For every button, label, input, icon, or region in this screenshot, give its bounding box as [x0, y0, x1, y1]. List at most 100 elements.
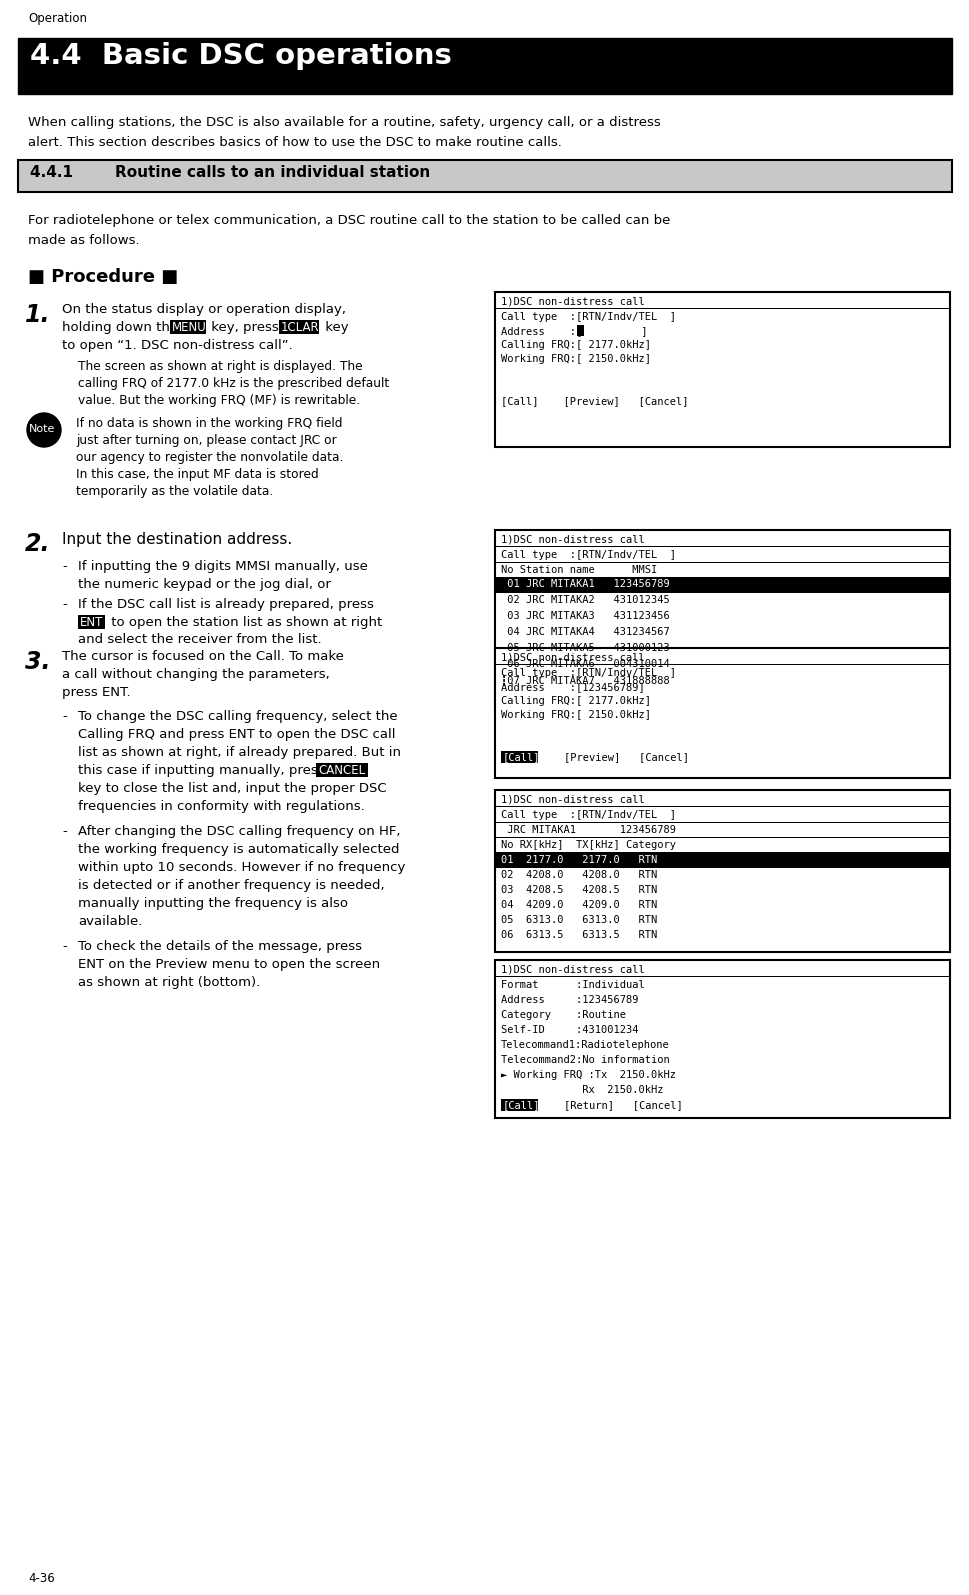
Text: If inputting the 9 digits MMSI manually, use: If inputting the 9 digits MMSI manually,…: [78, 560, 367, 573]
Text: Working FRQ:[ 2150.0kHz]: Working FRQ:[ 2150.0kHz]: [500, 710, 650, 719]
Text: Calling FRQ and press ENT to open the DSC call: Calling FRQ and press ENT to open the DS…: [78, 727, 395, 742]
Text: 06 JRC MITAKA6   004310014: 06 JRC MITAKA6 004310014: [500, 659, 669, 668]
Bar: [316, 762, 367, 777]
Text: this case if inputting manually, press: this case if inputting manually, press: [78, 764, 328, 777]
Text: 02 JRC MITAKA2   431012345: 02 JRC MITAKA2 431012345: [500, 595, 669, 605]
Text: JRC MITAKA1       123456789: JRC MITAKA1 123456789: [500, 825, 675, 836]
Text: Address     :123456789: Address :123456789: [500, 995, 638, 1005]
Text: within upto 10 seconds. However if no frequency: within upto 10 seconds. However if no fr…: [78, 861, 405, 874]
Text: a call without changing the parameters,: a call without changing the parameters,: [62, 668, 329, 681]
Text: value. But the working FRQ (MF) is rewritable.: value. But the working FRQ (MF) is rewri…: [78, 394, 359, 407]
Bar: [18, 38, 951, 94]
Text: 02  4208.0   4208.0   RTN: 02 4208.0 4208.0 RTN: [500, 869, 657, 880]
Bar: [494, 853, 949, 868]
Text: CANCEL: CANCEL: [318, 764, 364, 777]
Text: 1)DSC non-distress call: 1)DSC non-distress call: [500, 794, 644, 804]
Text: 4.4.1        Routine calls to an individual station: 4.4.1 Routine calls to an individual sta…: [30, 164, 430, 180]
Text: holding down the: holding down the: [62, 321, 182, 333]
Text: -: -: [62, 598, 67, 611]
Text: Call type  :[RTN/Indv/TEL  ]: Call type :[RTN/Indv/TEL ]: [500, 313, 675, 322]
Text: ENT on the Preview menu to open the screen: ENT on the Preview menu to open the scre…: [78, 959, 380, 971]
Text: alert. This section describes basics of how to use the DSC to make routine calls: alert. This section describes basics of …: [28, 136, 561, 148]
Text: the working frequency is automatically selected: the working frequency is automatically s…: [78, 844, 399, 857]
Text: list as shown at right, if already prepared. But in: list as shown at right, if already prepa…: [78, 746, 400, 759]
Text: key: key: [321, 321, 348, 333]
Bar: [78, 616, 105, 628]
Text: Call type  :[RTN/Indv/TEL  ]: Call type :[RTN/Indv/TEL ]: [500, 810, 675, 820]
Text: 4-36: 4-36: [28, 1573, 54, 1585]
Text: ■ Procedure ■: ■ Procedure ■: [28, 268, 178, 286]
Text: 04 JRC MITAKA4   431234567: 04 JRC MITAKA4 431234567: [500, 627, 669, 636]
Text: [Preview]   [Cancel]: [Preview] [Cancel]: [539, 751, 688, 762]
Text: our agency to register the nonvolatile data.: our agency to register the nonvolatile d…: [76, 451, 343, 464]
Text: To change the DSC calling frequency, select the: To change the DSC calling frequency, sel…: [78, 710, 397, 723]
Text: manually inputting the frequency is also: manually inputting the frequency is also: [78, 896, 348, 911]
Text: Note: Note: [29, 424, 55, 434]
Text: If the DSC call list is already prepared, press: If the DSC call list is already prepared…: [78, 598, 373, 611]
Text: frequencies in conformity with regulations.: frequencies in conformity with regulatio…: [78, 801, 364, 813]
Bar: [577, 325, 583, 337]
Text: -: -: [62, 710, 67, 723]
Text: Category    :Routine: Category :Routine: [500, 1010, 625, 1019]
Text: [Call]    [Preview]   [Cancel]: [Call] [Preview] [Cancel]: [500, 396, 688, 407]
Text: 4.4  Basic DSC operations: 4.4 Basic DSC operations: [30, 41, 452, 70]
Text: For radiotelephone or telex communication, a DSC routine call to the station to : For radiotelephone or telex communicatio…: [28, 214, 670, 226]
Text: [Return]   [Cancel]: [Return] [Cancel]: [539, 1101, 682, 1110]
Text: to open “1. DSC non-distress call”.: to open “1. DSC non-distress call”.: [62, 340, 293, 352]
Text: MENU: MENU: [172, 321, 206, 333]
Text: -: -: [62, 825, 67, 837]
Text: 05  6313.0   6313.0   RTN: 05 6313.0 6313.0 RTN: [500, 916, 657, 925]
Text: Self-ID     :431001234: Self-ID :431001234: [500, 1026, 638, 1035]
Bar: [494, 790, 949, 952]
Text: 3.: 3.: [25, 651, 50, 675]
Text: [Call]: [Call]: [503, 751, 540, 762]
Text: press ENT.: press ENT.: [62, 686, 131, 699]
Text: the numeric keypad or the jog dial, or: the numeric keypad or the jog dial, or: [78, 577, 330, 592]
Text: 06  6313.5   6313.5   RTN: 06 6313.5 6313.5 RTN: [500, 930, 657, 939]
Text: In this case, the input MF data is stored: In this case, the input MF data is store…: [76, 467, 319, 482]
Text: Call type  :[RTN/Indv/TEL  ]: Call type :[RTN/Indv/TEL ]: [500, 550, 675, 560]
Text: Format      :Individual: Format :Individual: [500, 979, 644, 990]
Text: 1)DSC non-distress call: 1)DSC non-distress call: [500, 534, 644, 544]
Bar: [494, 530, 949, 710]
Bar: [494, 960, 949, 1118]
Text: The cursor is focused on the Call. To make: The cursor is focused on the Call. To ma…: [62, 651, 344, 664]
Bar: [494, 292, 949, 447]
Text: Address    :[: Address :[: [500, 325, 581, 337]
Text: key, press: key, press: [206, 321, 283, 333]
Text: and select the receiver from the list.: and select the receiver from the list.: [78, 633, 322, 646]
Text: just after turning on, please contact JRC or: just after turning on, please contact JR…: [76, 434, 336, 447]
Text: is detected or if another frequency is needed,: is detected or if another frequency is n…: [78, 879, 385, 892]
Circle shape: [27, 413, 61, 447]
Text: ENT: ENT: [79, 616, 104, 628]
Text: 03 JRC MITAKA3   431123456: 03 JRC MITAKA3 431123456: [500, 611, 669, 620]
Bar: [500, 1099, 538, 1112]
Text: 05 JRC MITAKA5   431000123: 05 JRC MITAKA5 431000123: [500, 643, 669, 652]
Text: 1CLAR: 1CLAR: [281, 321, 320, 333]
Text: 04  4209.0   4209.0   RTN: 04 4209.0 4209.0 RTN: [500, 900, 657, 911]
Text: -: -: [62, 560, 67, 573]
Text: ]: ]: [584, 325, 647, 337]
Text: Calling FRQ:[ 2177.0kHz]: Calling FRQ:[ 2177.0kHz]: [500, 695, 650, 707]
Text: key to close the list and, input the proper DSC: key to close the list and, input the pro…: [78, 782, 387, 794]
Text: When calling stations, the DSC is also available for a routine, safety, urgency : When calling stations, the DSC is also a…: [28, 116, 660, 129]
Text: available.: available.: [78, 916, 142, 928]
Text: 1)DSC non-distress call: 1)DSC non-distress call: [500, 297, 644, 306]
Bar: [494, 648, 949, 778]
Bar: [18, 160, 951, 191]
Text: 1)DSC non-distress call: 1)DSC non-distress call: [500, 652, 644, 662]
Text: No Station name      MMSI: No Station name MMSI: [500, 565, 657, 576]
Text: The screen as shown at right is displayed. The: The screen as shown at right is displaye…: [78, 360, 362, 373]
Text: 03  4208.5   4208.5   RTN: 03 4208.5 4208.5 RTN: [500, 885, 657, 895]
Text: Rx  2150.0kHz: Rx 2150.0kHz: [500, 1085, 663, 1096]
Text: [Call]: [Call]: [503, 1101, 540, 1110]
Text: ┇07 JRC MITAKA7   431888888: ┇07 JRC MITAKA7 431888888: [500, 675, 669, 686]
Text: -: -: [62, 939, 67, 952]
Text: Operation: Operation: [28, 13, 87, 26]
Text: Telecommand1:Radiotelephone: Telecommand1:Radiotelephone: [500, 1040, 669, 1050]
Text: No RX[kHz]  TX[kHz] Category: No RX[kHz] TX[kHz] Category: [500, 841, 675, 850]
Text: Calling FRQ:[ 2177.0kHz]: Calling FRQ:[ 2177.0kHz]: [500, 340, 650, 349]
Bar: [500, 751, 538, 762]
Text: calling FRQ of 2177.0 kHz is the prescribed default: calling FRQ of 2177.0 kHz is the prescri…: [78, 376, 389, 391]
Text: After changing the DSC calling frequency on HF,: After changing the DSC calling frequency…: [78, 825, 400, 837]
